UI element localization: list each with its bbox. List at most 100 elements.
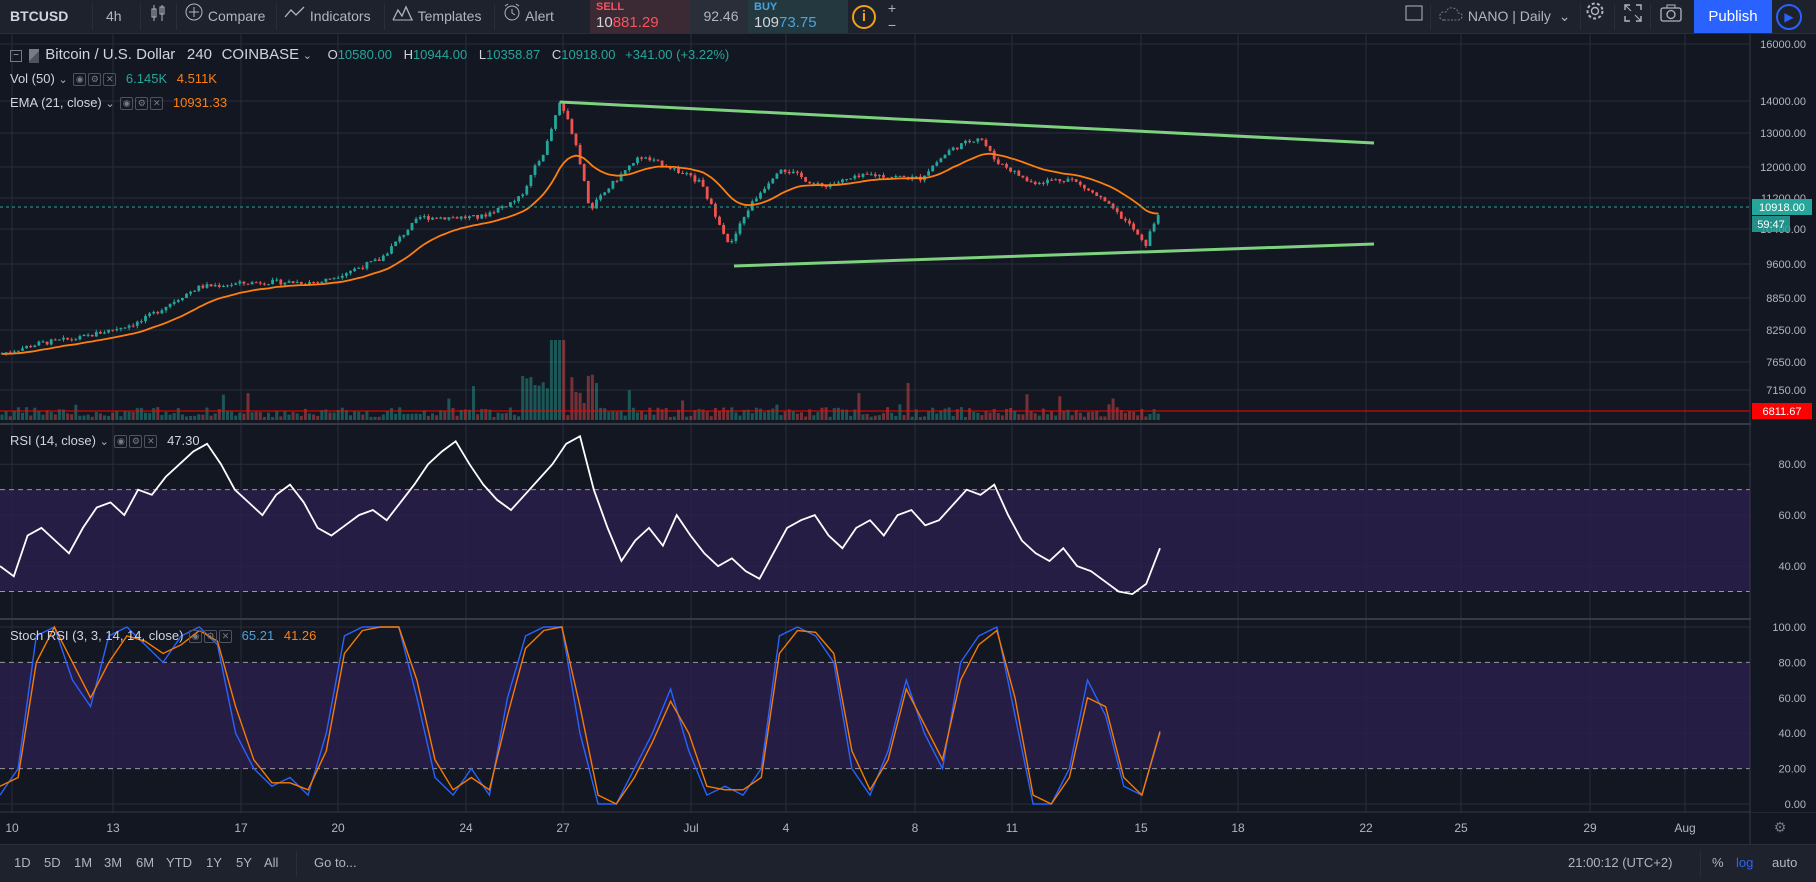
volume-bar [533,384,537,420]
volume-bar [508,407,512,420]
chevron-down-icon[interactable]: ⌄ [99,436,109,448]
play-icon[interactable]: ▶ [1776,4,1802,30]
candle-body [238,281,242,284]
decrease-qty-button[interactable]: − [887,17,897,33]
candle-body [107,329,110,333]
close-icon[interactable]: ✕ [103,73,117,87]
settings-button[interactable] [1584,0,1606,33]
settings-icon[interactable]: ⚙ [135,97,149,111]
settings-icon[interactable]: ⚙ [204,630,218,644]
volume-bar [611,411,615,420]
candle-body [205,284,209,288]
alert-button[interactable]: Alert [502,0,554,33]
range-button-3m[interactable]: 3M [104,855,123,870]
ema-value: 10931.33 [172,95,228,110]
volume-bar [390,408,393,420]
volume-bar [139,407,143,420]
candle-body [619,174,623,182]
candle-body [709,198,713,204]
candle-body [189,291,192,294]
sell-button[interactable]: SELL 10881.29 [590,0,690,33]
candle-body [640,157,643,159]
stoch-label[interactable]: Stoch RSI (3, 3, 14, 14, close) [10,628,184,643]
compare-button[interactable]: Compare [184,0,265,33]
goto-button[interactable]: Go to... [314,855,357,870]
candlesticks [0,101,1160,356]
price-tick-label: 8850.00 [1766,293,1806,305]
snapshot-button[interactable] [1660,0,1682,33]
info-button[interactable]: i [852,5,876,29]
range-button-5y[interactable]: 5Y [236,855,252,870]
log-toggle[interactable]: log [1736,855,1754,870]
stoch-tick-label: 0.00 [1785,799,1806,811]
auto-toggle[interactable]: auto [1772,855,1798,870]
trendline-lower[interactable] [733,242,1375,268]
range-button-5d[interactable]: 5D [44,855,61,870]
rsi-label[interactable]: RSI (14, close) [10,433,96,448]
volume-bar [484,408,488,420]
range-button-6m[interactable]: 6M [136,855,155,870]
close-icon[interactable]: ✕ [219,630,233,644]
interval-button[interactable]: 4h [106,8,122,24]
close-icon[interactable]: ✕ [144,435,158,449]
eye-icon[interactable]: ◉ [114,435,128,449]
layout-selector[interactable]: NANO | Daily ⌄ [1438,0,1571,33]
candle-body [488,212,492,217]
increase-qty-button[interactable]: + [887,0,897,16]
range-button-ytd[interactable]: YTD [166,855,192,870]
volume-bar [217,409,221,420]
candle-body [644,157,648,159]
publish-button[interactable]: Publish [1694,0,1772,33]
rectangle-button[interactable] [1404,0,1424,33]
volume-bar [115,410,119,420]
candle-body [767,183,771,189]
volume-bar [804,416,808,420]
range-button-1d[interactable]: 1D [14,855,31,870]
price-axis[interactable] [1751,34,1816,812]
eye-icon[interactable]: ◉ [73,73,87,87]
volume-bar [365,410,369,420]
volume-bar [689,415,693,420]
volume-bar [775,404,779,420]
fullscreen-button[interactable] [1624,0,1642,33]
candle-body [841,179,844,183]
candle-body [586,180,590,204]
ema-label[interactable]: EMA (21, close) [10,95,102,110]
compare-plus-icon [184,1,204,34]
range-button-1y[interactable]: 1Y [206,855,222,870]
symbol-search[interactable]: BTCUSD [10,8,69,24]
buy-button[interactable]: BUY 10973.75 [748,0,848,33]
close-icon[interactable]: ✕ [150,97,164,111]
chevron-down-icon[interactable]: ⌄ [105,98,115,110]
candle-body [1070,178,1074,180]
volume-bar [578,392,582,420]
candle-body [931,165,935,172]
candle-body [410,222,414,230]
collapse-icon[interactable]: − [10,49,22,62]
volume-label[interactable]: Vol (50) [10,71,55,86]
volume-bar [554,340,557,420]
settings-icon[interactable]: ⚙ [129,435,143,449]
price-tick-label: 14000.00 [1760,96,1806,108]
settings-icon[interactable]: ⚙ [88,73,102,87]
percent-toggle[interactable]: % [1712,855,1724,870]
volume-bar [574,392,578,420]
candle-body [599,195,602,200]
candle-body [160,310,164,314]
candle-body [968,140,971,143]
range-button-all[interactable]: All [264,855,279,870]
indicators-button[interactable]: Indicators [284,0,371,33]
chart-canvas[interactable]: 16000.00 14000.00 13000.00 12000.00 11 20 0.00… [0,34,1816,844]
eye-icon[interactable]: ◉ [120,97,134,111]
chevron-down-icon[interactable]: ⌄ [58,74,68,86]
volume-bar [623,415,627,420]
eye-icon[interactable]: ◉ [189,630,203,644]
range-button-1m[interactable]: 1M [74,855,93,870]
axis-settings-gear-icon[interactable]: ⚙ [1774,820,1787,836]
candle-body [181,297,184,300]
trendline-upper[interactable] [559,100,1375,145]
volume-bar [898,404,902,420]
templates-button[interactable]: Templates [392,0,481,33]
chevron-down-icon[interactable]: ⌄ [302,50,312,62]
chart-style-button[interactable] [150,0,166,33]
